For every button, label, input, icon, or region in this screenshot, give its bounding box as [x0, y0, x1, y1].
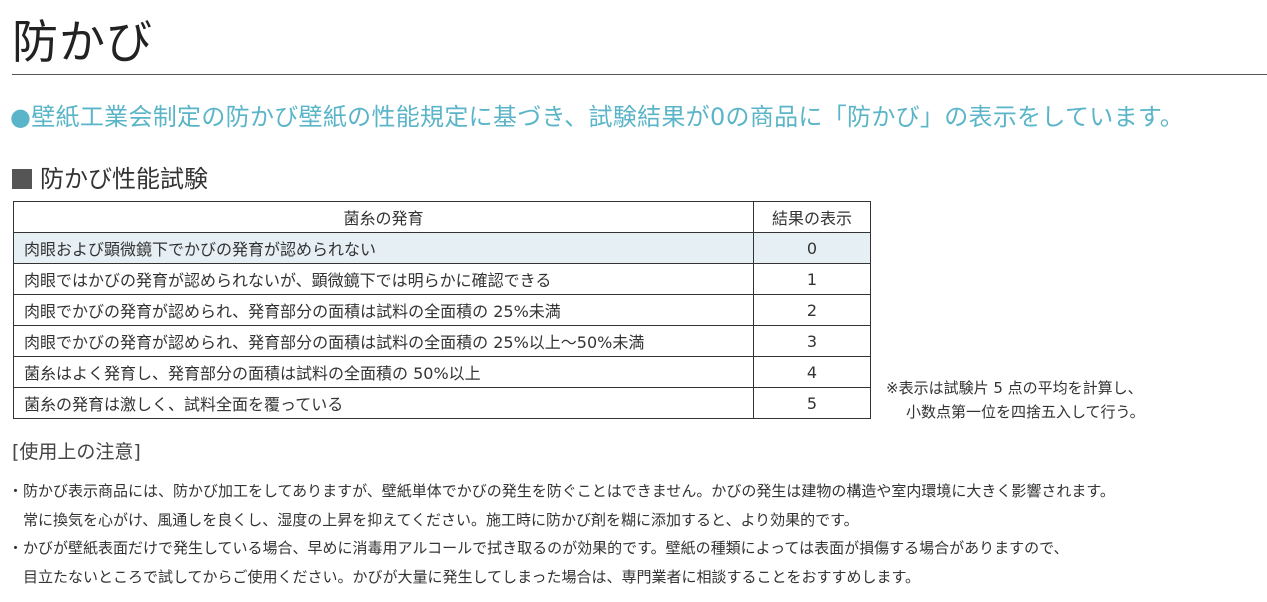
table-row: 菌糸はよく発育し、発育部分の面積は試料の全面積の 50%以上 4	[13, 356, 871, 388]
square-bullet-icon	[12, 169, 32, 189]
lead-text: ●壁紙工業会制定の防かび壁紙の性能規定に基づき、試験結果が0の商品に「防かび」の…	[10, 103, 1185, 131]
section-heading-text: 防かび性能試験	[40, 165, 208, 193]
page-title: 防かび	[12, 15, 153, 69]
note-item-continuation: 目立たないところで試してからご使用ください。かびが大量に発生してしまった場合は、…	[23, 567, 921, 586]
growth-description: 肉眼ではかびの発育が認められないが、顕微鏡下では明らかに確認できる	[13, 263, 754, 295]
table-row: 肉眼および顕微鏡下でかびの発育が認められない 0	[13, 232, 871, 264]
result-value: 0	[753, 232, 871, 264]
result-value: 4	[753, 356, 871, 388]
table-row: 肉眼でかびの発育が認められ、発育部分の面積は試料の全面積の 25%未満 2	[13, 294, 871, 326]
table-row: 菌糸の発育は激しく、試料全面を覆っている 5	[13, 387, 871, 419]
column-header: 菌糸の発育	[13, 201, 754, 233]
title-divider	[12, 74, 1267, 75]
note-item: ・防かび表示商品には、防かび加工をしてありますが、壁紙単体でかびの発生を防ぐこと…	[8, 482, 1115, 500]
growth-description: 菌糸の発育は激しく、試料全面を覆っている	[13, 387, 754, 419]
table-header-row: 菌糸の発育 結果の表示	[13, 201, 871, 233]
growth-description: 菌糸はよく発育し、発育部分の面積は試料の全面積の 50%以上	[13, 356, 754, 388]
notes-list: ・防かび表示商品には、防かび加工をしてありますが、壁紙単体でかびの発生を防ぐこと…	[8, 477, 1115, 591]
note-item: ・かびが壁紙表面だけで発生している場合、早めに消毒用アルコールで拭き取るのが効果…	[8, 539, 1069, 557]
section-heading: 防かび性能試験	[12, 159, 208, 194]
growth-description: 肉眼でかびの発育が認められ、発育部分の面積は試料の全面積の 25%未満	[13, 294, 754, 326]
footnote-line: ※表示は試験片 5 点の平均を計算し、	[886, 379, 1143, 397]
note-item-continuation: 常に換気を心がけ、風通しを良くし、湿度の上昇を抑えてください。施工時に防かび剤を…	[23, 510, 859, 529]
notes-heading: [使用上の注意]	[12, 441, 141, 463]
result-value: 3	[753, 325, 871, 357]
table-footnote: ※表示は試験片 5 点の平均を計算し、 小数点第一位を四捨五入して行う。	[886, 376, 1145, 424]
footnote-line: 小数点第一位を四捨五入して行う。	[906, 403, 1145, 421]
column-header: 結果の表示	[753, 201, 871, 233]
growth-description: 肉眼および顕微鏡下でかびの発育が認められない	[13, 232, 754, 264]
growth-description: 肉眼でかびの発育が認められ、発育部分の面積は試料の全面積の 25%以上～50%未…	[13, 325, 754, 357]
result-value: 2	[753, 294, 871, 326]
result-value: 1	[753, 263, 871, 295]
table-row: 肉眼ではかびの発育が認められないが、顕微鏡下では明らかに確認できる 1	[13, 263, 871, 295]
result-value: 5	[753, 387, 871, 419]
mold-test-table: 菌糸の発育 結果の表示 肉眼および顕微鏡下でかびの発育が認められない 0 肉眼ではか…	[13, 201, 871, 419]
table-row: 肉眼でかびの発育が認められ、発育部分の面積は試料の全面積の 25%以上～50%未…	[13, 325, 871, 357]
